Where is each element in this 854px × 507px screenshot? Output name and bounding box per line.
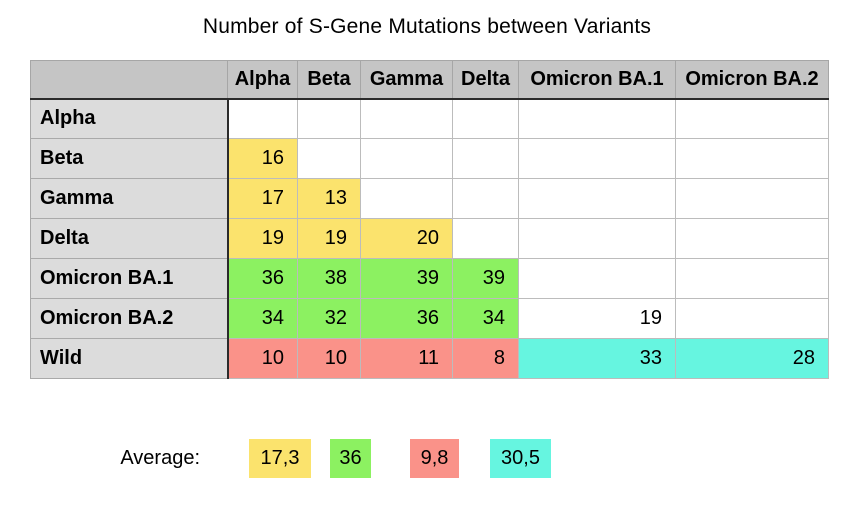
header-row: Alpha Beta Gamma Delta Omicron BA.1 Omic… xyxy=(30,60,829,100)
table-cell: 39 xyxy=(452,258,519,299)
column-header-omicron-ba2: Omicron BA.2 xyxy=(675,60,829,100)
row-header-alpha: Alpha xyxy=(30,98,229,139)
column-header-delta: Delta xyxy=(452,60,519,100)
table-cell xyxy=(452,218,519,259)
table-cell: 33 xyxy=(518,338,676,379)
table-cell: 8 xyxy=(452,338,519,379)
table-cell xyxy=(675,178,829,219)
table-row-gamma: Gamma 17 13 xyxy=(30,178,829,219)
column-header-gamma: Gamma xyxy=(360,60,453,100)
column-header-omicron-ba1: Omicron BA.1 xyxy=(518,60,676,100)
table-cell: 19 xyxy=(227,218,298,259)
page-title: Number of S-Gene Mutations between Varia… xyxy=(202,15,652,38)
table-cell xyxy=(518,178,676,219)
row-header-omicron-ba2: Omicron BA.2 xyxy=(30,298,229,339)
corner-cell xyxy=(30,60,228,100)
table-cell: 17 xyxy=(227,178,298,219)
table-cell xyxy=(518,138,676,179)
table-cell: 34 xyxy=(452,298,519,339)
table-cell: 19 xyxy=(518,298,676,339)
column-header-alpha: Alpha xyxy=(227,60,298,100)
average-swatch-cyan: 30,5 xyxy=(490,439,551,478)
average-swatch-red: 9,8 xyxy=(410,439,459,478)
table-cell: 19 xyxy=(297,218,361,259)
table-cell xyxy=(297,98,361,139)
table-cell xyxy=(675,98,829,139)
table-cell xyxy=(518,258,676,299)
row-header-wild: Wild xyxy=(30,338,229,379)
table-cell xyxy=(452,98,519,139)
table-cell xyxy=(452,178,519,219)
table-row-beta: Beta 16 xyxy=(30,138,829,179)
table-cell xyxy=(360,138,453,179)
table-cell xyxy=(675,258,829,299)
table-cell xyxy=(675,138,829,179)
average-swatch-green: 36 xyxy=(330,439,371,478)
table-cell xyxy=(360,178,453,219)
table-cell: 10 xyxy=(297,338,361,379)
row-header-omicron-ba1: Omicron BA.1 xyxy=(30,258,229,299)
column-header-beta: Beta xyxy=(297,60,361,100)
table-cell: 13 xyxy=(297,178,361,219)
table-cell: 10 xyxy=(227,338,298,379)
row-header-delta: Delta xyxy=(30,218,229,259)
table-cell: 36 xyxy=(227,258,298,299)
mutations-matrix-table: Alpha Beta Gamma Delta Omicron BA.1 Omic… xyxy=(30,60,829,379)
table-cell xyxy=(518,98,676,139)
table-cell: 38 xyxy=(297,258,361,299)
table-cell: 36 xyxy=(360,298,453,339)
table-cell: 32 xyxy=(297,298,361,339)
table-cell xyxy=(675,218,829,259)
table-row-wild: Wild 10 10 11 8 33 28 xyxy=(30,338,829,379)
table-row-omicron-ba1: Omicron BA.1 36 38 39 39 xyxy=(30,258,829,299)
table-cell: 34 xyxy=(227,298,298,339)
average-swatch-yellow: 17,3 xyxy=(249,439,311,478)
table-cell xyxy=(297,138,361,179)
table-cell: 28 xyxy=(675,338,829,379)
table-cell: 11 xyxy=(360,338,453,379)
table-row-delta: Delta 19 19 20 xyxy=(30,218,829,259)
table-cell xyxy=(452,138,519,179)
table-cell: 20 xyxy=(360,218,453,259)
table-cell xyxy=(518,218,676,259)
table-cell xyxy=(360,98,453,139)
table-cell xyxy=(227,98,298,139)
row-header-gamma: Gamma xyxy=(30,178,229,219)
table-row-omicron-ba2: Omicron BA.2 34 32 36 34 19 xyxy=(30,298,829,339)
table-cell: 16 xyxy=(227,138,298,179)
row-header-beta: Beta xyxy=(30,138,229,179)
table-row-alpha: Alpha xyxy=(30,98,829,139)
table-cell xyxy=(675,298,829,339)
table-cell: 39 xyxy=(360,258,453,299)
average-label: Average: xyxy=(120,447,200,469)
